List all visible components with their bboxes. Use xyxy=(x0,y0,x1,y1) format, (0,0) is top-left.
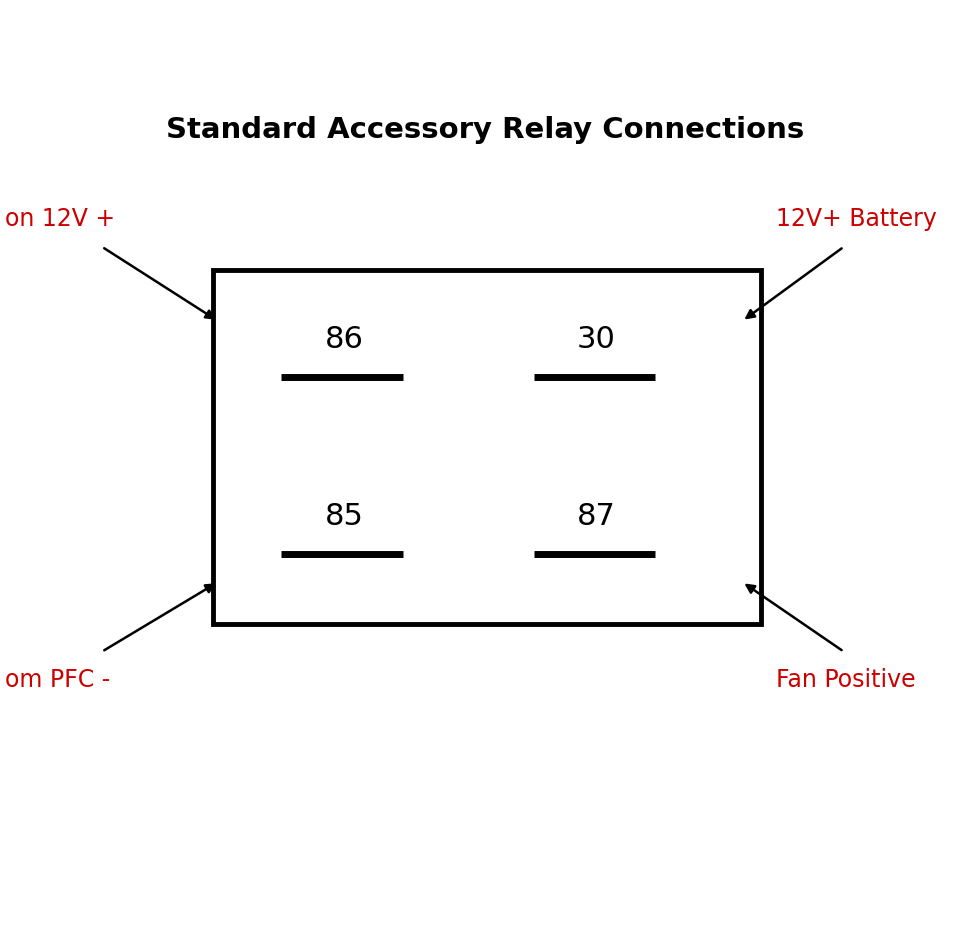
Bar xyxy=(213,270,761,624)
Text: 87: 87 xyxy=(577,502,615,532)
Text: 30: 30 xyxy=(577,325,615,355)
Text: on 12V +: on 12V + xyxy=(5,207,115,231)
Text: 12V+ Battery: 12V+ Battery xyxy=(775,207,936,231)
Text: Standard Accessory Relay Connections: Standard Accessory Relay Connections xyxy=(166,116,803,144)
Text: Fan Positive: Fan Positive xyxy=(775,668,915,692)
Text: 86: 86 xyxy=(325,325,363,355)
Text: om PFC -: om PFC - xyxy=(5,668,110,692)
Text: 85: 85 xyxy=(325,502,363,532)
